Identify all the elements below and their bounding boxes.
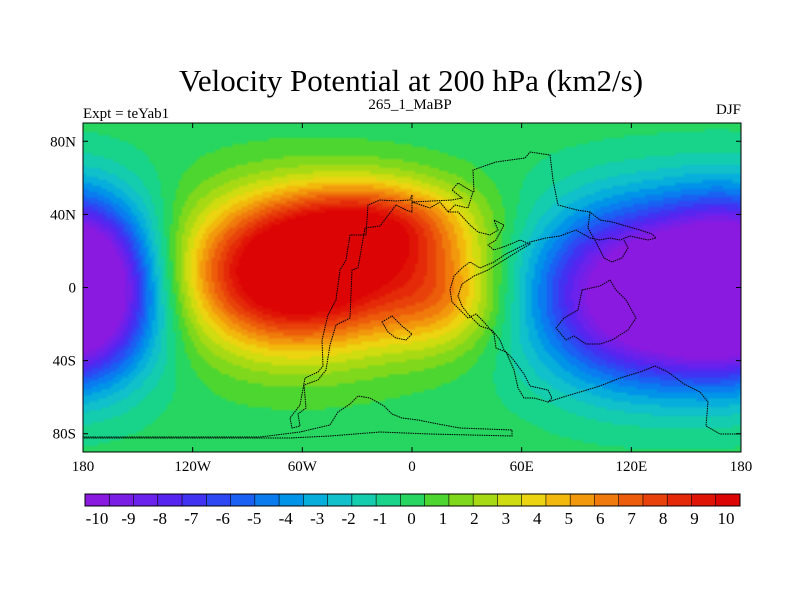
coastline-mediterranean <box>381 315 413 341</box>
y-axis: 80N 40N 0 40S 80S <box>50 134 741 443</box>
colorbar-swatch <box>303 494 328 506</box>
colorbar-label: -1 <box>373 509 387 528</box>
colorbar-swatch <box>182 494 207 506</box>
colorbar-frame <box>84 493 741 507</box>
colorbar-swatch <box>351 494 377 506</box>
colorbar-swatch <box>448 494 474 506</box>
x-tick-label: 60E <box>510 459 534 475</box>
experiment-label: Expt = teYab1 <box>83 106 169 122</box>
coastline-eurasia <box>448 151 657 403</box>
colorbar-label: -9 <box>121 509 135 528</box>
colorbar-label: -4 <box>279 509 294 528</box>
x-tick-label: 180 <box>72 459 95 475</box>
colorbar-swatch <box>545 494 571 506</box>
chart-title: Velocity Potential at 200 hPa (km2/s) <box>179 63 643 98</box>
colorbar-label: -6 <box>216 509 230 528</box>
x-tick-label: 0 <box>408 459 416 475</box>
colorbar-swatch <box>570 494 595 506</box>
colorbar-label: 6 <box>596 509 605 528</box>
colorbar-label: 3 <box>502 509 511 528</box>
coastline-antarctica <box>83 395 513 439</box>
colorbar-swatch <box>642 494 668 506</box>
colorbar-swatch <box>109 494 134 506</box>
colorbar-swatch <box>691 494 717 506</box>
coastline-antarctica-east <box>547 365 741 435</box>
colorbar-swatch <box>254 494 280 506</box>
colorbar-swatch <box>497 494 522 506</box>
coastlines <box>83 151 741 439</box>
case-label: 265_1_MaBP <box>368 97 451 113</box>
coastline-australia <box>555 279 637 345</box>
velocity-potential-field <box>83 123 741 452</box>
season-label: DJF <box>716 102 741 118</box>
colorbar-swatch <box>279 494 304 506</box>
y-tick-label: 80S <box>53 427 76 443</box>
colorbar-label: 9 <box>690 509 699 528</box>
colorbar-swatch <box>376 494 401 506</box>
colorbar-swatch <box>715 494 741 506</box>
colorbar-swatch <box>424 494 450 506</box>
colorbar-swatch <box>594 494 620 506</box>
colorbar-label: 10 <box>718 509 735 528</box>
colorbar-swatch <box>327 494 353 506</box>
coastline-americas <box>289 194 413 429</box>
colorbar-label: 7 <box>627 509 636 528</box>
x-tick-label: 120E <box>615 459 647 475</box>
colorbar: -10 -9 -8 -7 -6 -5 -4 -3 -2 -1 0 1 2 3 4 5 6 7 8 9 10 <box>84 493 741 528</box>
colorbar-label: -10 <box>86 509 109 528</box>
colorbar-label: -8 <box>153 509 167 528</box>
x-tick-label: 120W <box>174 459 212 475</box>
colorbar-swatch <box>85 494 110 506</box>
x-tick-label: 60W <box>288 459 318 475</box>
colorbar-label: 2 <box>470 509 479 528</box>
colorbar-label: -3 <box>310 509 324 528</box>
colorbar-swatch <box>473 494 498 506</box>
y-tick-label: 80N <box>50 134 76 150</box>
colorbar-label: 8 <box>659 509 668 528</box>
colorbar-label: 4 <box>533 509 542 528</box>
y-tick-label: 0 <box>69 281 77 297</box>
colorbar-swatch <box>230 494 256 506</box>
x-tick-label: 180 <box>730 459 753 475</box>
colorbar-label: -5 <box>247 509 261 528</box>
colorbar-swatch <box>133 494 159 506</box>
colorbar-swatch <box>667 494 692 506</box>
map-panel: 180 120W 60W 0 60E 120E 180 80N 40N 0 40S 80S <box>50 122 753 475</box>
y-tick-label: 40S <box>53 354 76 370</box>
x-axis: 180 120W 60W 0 60E 120E 180 <box>72 123 753 475</box>
colorbar-label: 1 <box>439 509 448 528</box>
colorbar-swatch <box>206 494 231 506</box>
colorbar-swatch <box>618 494 644 506</box>
colorbar-swatch <box>157 494 183 506</box>
colorbar-label: -7 <box>184 509 199 528</box>
coastline-china-coast <box>587 211 629 263</box>
colorbar-swatch <box>521 494 547 506</box>
colorbar-label: 0 <box>407 509 416 528</box>
y-tick-label: 40N <box>50 207 76 223</box>
colorbar-swatch <box>400 494 425 506</box>
colorbar-label: 5 <box>565 509 574 528</box>
colorbar-label: -2 <box>342 509 356 528</box>
coastline-greenland <box>411 182 474 213</box>
